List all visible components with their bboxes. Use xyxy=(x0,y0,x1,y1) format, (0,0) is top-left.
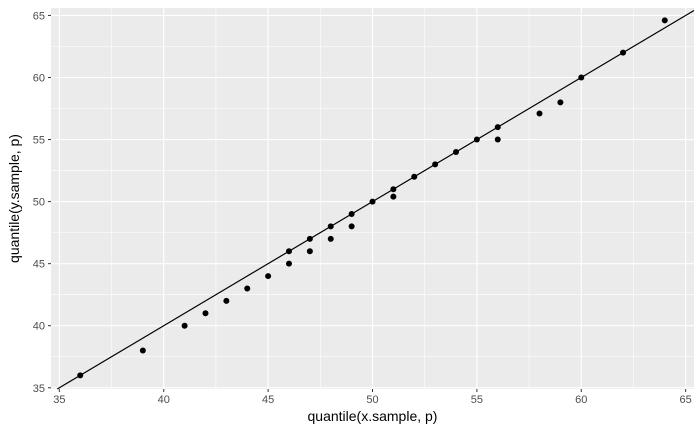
x-tick-label: 55 xyxy=(471,394,483,406)
data-point xyxy=(390,193,397,200)
data-point xyxy=(557,99,564,106)
y-tick-label: 65 xyxy=(33,10,45,22)
data-point xyxy=(348,223,355,230)
data-point xyxy=(285,260,292,267)
reference-line xyxy=(56,9,695,390)
data-point xyxy=(244,285,251,292)
data-point xyxy=(661,17,668,24)
data-point xyxy=(139,347,146,354)
data-point xyxy=(306,235,313,242)
major-gridlines xyxy=(51,8,694,389)
x-tick-label: 40 xyxy=(158,394,170,406)
data-point xyxy=(223,297,230,304)
y-tick-label: 55 xyxy=(33,135,45,147)
y-tick-label: 60 xyxy=(33,72,45,84)
data-point xyxy=(77,372,84,379)
data-point xyxy=(494,124,501,131)
y-tick-label: 50 xyxy=(33,197,45,209)
x-axis-ticks: 35 40 45 50 55 60 65 xyxy=(53,389,692,406)
data-point xyxy=(473,136,480,143)
data-point xyxy=(327,223,334,230)
x-tick-label: 65 xyxy=(680,394,692,406)
data-point xyxy=(536,110,543,117)
data-point xyxy=(453,148,460,155)
x-axis-title: quantile(x.sample, p) xyxy=(308,408,438,424)
y-tick-label: 45 xyxy=(33,259,45,271)
data-point xyxy=(411,173,418,180)
data-point xyxy=(306,248,313,255)
x-tick-label: 50 xyxy=(366,394,378,406)
data-point xyxy=(578,74,585,81)
data-point xyxy=(348,211,355,218)
reference-line-group xyxy=(56,9,695,390)
data-point xyxy=(494,136,501,143)
y-tick-label: 35 xyxy=(33,383,45,395)
data-point xyxy=(202,310,209,317)
data-points xyxy=(77,17,668,379)
data-point xyxy=(432,161,439,168)
data-point xyxy=(181,322,188,329)
data-point xyxy=(285,248,292,255)
data-point xyxy=(327,235,334,242)
data-point xyxy=(265,273,272,280)
data-point xyxy=(620,49,627,56)
x-tick-label: 60 xyxy=(575,394,587,406)
x-tick-label: 35 xyxy=(53,394,65,406)
y-axis-ticks: 35 40 45 50 55 60 65 xyxy=(33,10,51,395)
x-tick-label: 45 xyxy=(262,394,274,406)
y-tick-label: 40 xyxy=(33,321,45,333)
data-point xyxy=(390,186,397,193)
y-axis-title: quantile(y.sample, p) xyxy=(6,134,22,263)
data-point xyxy=(369,198,376,205)
